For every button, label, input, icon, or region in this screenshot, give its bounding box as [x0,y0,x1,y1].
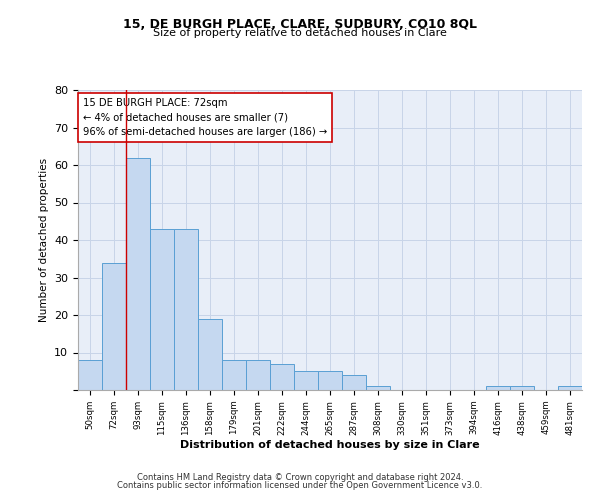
Bar [366,386,390,390]
X-axis label: Distribution of detached houses by size in Clare: Distribution of detached houses by size … [180,440,480,450]
Bar [198,319,222,390]
Bar [78,360,102,390]
Bar [558,386,582,390]
Text: 15 DE BURGH PLACE: 72sqm
← 4% of detached houses are smaller (7)
96% of semi-det: 15 DE BURGH PLACE: 72sqm ← 4% of detache… [83,98,327,137]
Bar [510,386,534,390]
Text: Size of property relative to detached houses in Clare: Size of property relative to detached ho… [153,28,447,38]
Text: 15, DE BURGH PLACE, CLARE, SUDBURY, CO10 8QL: 15, DE BURGH PLACE, CLARE, SUDBURY, CO10… [123,18,477,30]
Bar [126,158,150,390]
Bar [174,229,198,390]
Bar [150,229,174,390]
Bar [222,360,246,390]
Bar [294,371,318,390]
Bar [246,360,270,390]
Bar [102,262,126,390]
Bar [342,375,366,390]
Text: Contains public sector information licensed under the Open Government Licence v3: Contains public sector information licen… [118,481,482,490]
Bar [270,364,294,390]
Text: Contains HM Land Registry data © Crown copyright and database right 2024.: Contains HM Land Registry data © Crown c… [137,472,463,482]
Bar [318,371,342,390]
Bar [486,386,510,390]
Y-axis label: Number of detached properties: Number of detached properties [38,158,49,322]
